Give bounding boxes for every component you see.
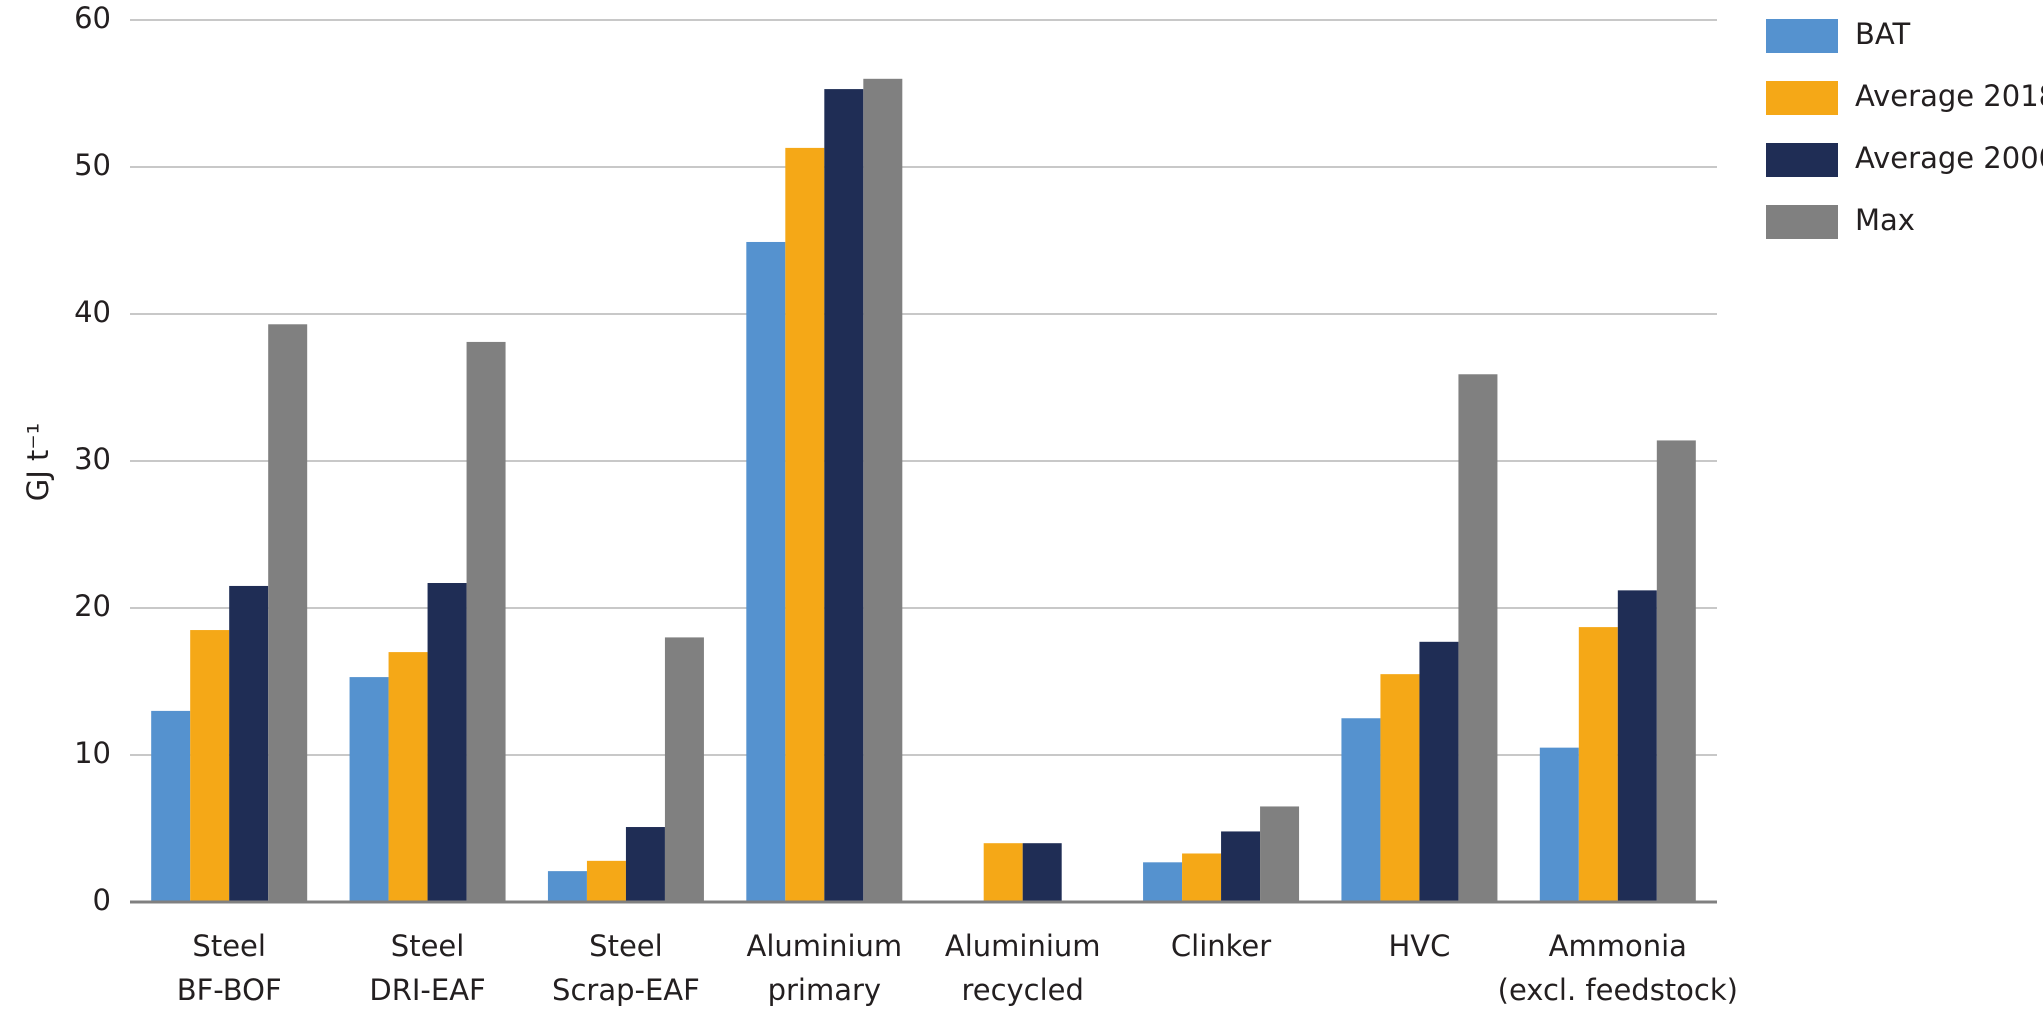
y-tick-label: 10 bbox=[74, 736, 111, 770]
x-tick-label: Aluminium bbox=[746, 929, 902, 963]
bar bbox=[427, 583, 467, 902]
bar bbox=[746, 241, 786, 903]
bar bbox=[466, 341, 506, 902]
bar bbox=[151, 710, 191, 902]
bar bbox=[349, 677, 389, 902]
y-tick-label: 60 bbox=[74, 1, 111, 35]
x-tick-label: Steel bbox=[192, 929, 266, 963]
bar bbox=[1656, 440, 1696, 902]
y-tick-label: 50 bbox=[74, 148, 111, 182]
x-tick-label: HVC bbox=[1388, 929, 1450, 963]
legend-swatch bbox=[1766, 81, 1838, 115]
y-tick-label: 20 bbox=[74, 589, 111, 623]
bar bbox=[1380, 674, 1420, 902]
x-tick-label: BF-BOF bbox=[177, 973, 282, 1007]
bar bbox=[1182, 853, 1222, 902]
legend-label: Average 2018 bbox=[1855, 79, 2043, 113]
y-axis-label: GJ t⁻¹ bbox=[21, 423, 55, 502]
legend-label: BAT bbox=[1855, 17, 1910, 51]
legend-swatch bbox=[1766, 143, 1838, 177]
bar bbox=[1221, 831, 1261, 902]
bar bbox=[983, 843, 1023, 902]
bar bbox=[1260, 806, 1300, 902]
bar bbox=[1458, 374, 1498, 902]
x-tick-label: primary bbox=[768, 973, 882, 1007]
bar bbox=[229, 585, 269, 902]
bar bbox=[1617, 590, 1657, 902]
bar bbox=[863, 78, 903, 903]
bar bbox=[1419, 641, 1459, 902]
bar bbox=[785, 147, 825, 902]
bar bbox=[1022, 843, 1062, 902]
x-tick-label: DRI-EAF bbox=[369, 973, 485, 1007]
legend-swatch bbox=[1766, 19, 1838, 53]
bar bbox=[1578, 627, 1618, 902]
y-tick-label: 0 bbox=[93, 883, 111, 917]
x-tick-label: Aluminium bbox=[945, 929, 1101, 963]
bar bbox=[664, 637, 704, 902]
bar bbox=[1539, 747, 1579, 902]
bar bbox=[190, 630, 230, 902]
bar bbox=[547, 871, 587, 902]
x-tick-label: (excl. feedstock) bbox=[1498, 973, 1738, 1007]
x-tick-label: Ammonia bbox=[1549, 929, 1687, 963]
bar bbox=[1341, 718, 1381, 902]
y-tick-label: 30 bbox=[74, 442, 111, 476]
bar bbox=[586, 860, 626, 902]
bar bbox=[625, 827, 665, 902]
x-tick-label: Scrap-EAF bbox=[552, 973, 700, 1007]
bar bbox=[388, 652, 428, 902]
legend-label: Max bbox=[1855, 203, 1915, 237]
bar bbox=[268, 324, 308, 902]
x-tick-label: Clinker bbox=[1171, 929, 1271, 963]
legend-label: Average 2000 bbox=[1855, 141, 2043, 175]
legend-swatch bbox=[1766, 205, 1838, 239]
x-tick-label: Steel bbox=[391, 929, 465, 963]
x-tick-label: recycled bbox=[961, 973, 1084, 1007]
bar bbox=[1143, 862, 1183, 902]
y-tick-label: 40 bbox=[74, 295, 111, 329]
x-tick-label: Steel bbox=[589, 929, 663, 963]
bar bbox=[824, 89, 864, 903]
